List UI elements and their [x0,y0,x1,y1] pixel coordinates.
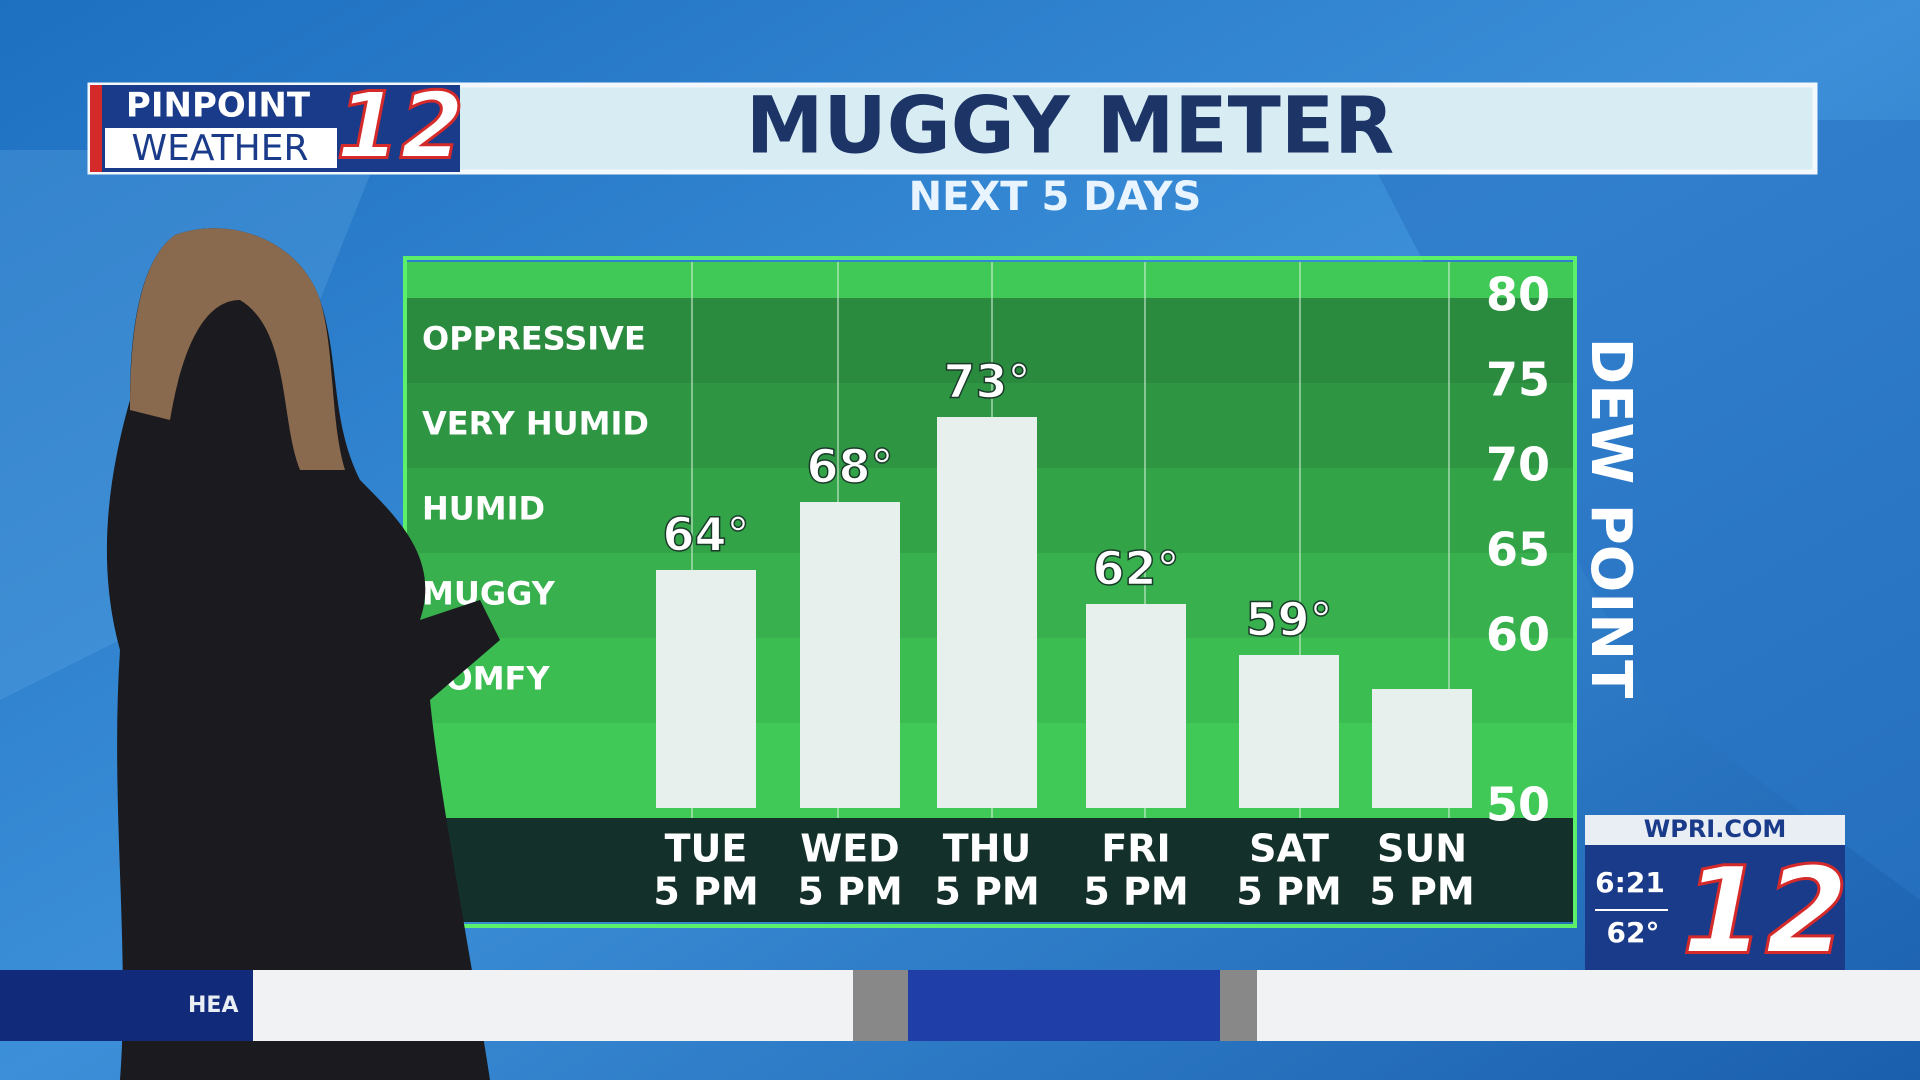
station-temperature: 62° [1607,916,1660,949]
x-tick-label: THU [943,827,1032,871]
x-tick-sublabel: 5 PM [797,870,902,914]
bar [800,502,900,808]
brand-bottom: WEATHER [132,128,309,169]
zone-label: OPPRESSIVE [422,320,646,358]
brand-plate [105,128,337,168]
y-axis-label: DEW POINT [1578,338,1643,699]
value-label: 68° [806,440,893,494]
x-tick-sublabel: 5 PM [1083,870,1188,914]
value-label: 62° [1092,542,1179,596]
x-tick-label: WED [800,827,899,871]
x-tick-label: SAT [1249,827,1329,871]
y-tick-label: 65 [1486,523,1550,577]
ticker-divider [853,970,908,1041]
ticker-divider [1220,970,1257,1041]
brand-number: 12 [336,72,464,179]
bar [1239,655,1339,808]
ticker-text: HEA [188,993,238,1018]
value-label: 64° [662,508,749,562]
chart-subtitle: NEXT 5 DAYS [909,174,1202,220]
station-site: WPRI.COM [1644,815,1787,843]
presenter-hair [130,228,345,470]
zone-label: VERY HUMID [422,405,649,443]
y-tick-label: 80 [1486,268,1550,322]
y-tick-label: 60 [1486,608,1550,662]
y-tick-label: 70 [1486,438,1550,492]
bar [937,417,1037,808]
zone-label: HUMID [422,490,545,528]
zone-band [405,298,1575,383]
station-site-bar [1585,815,1845,845]
x-tick-label: SUN [1377,827,1467,871]
brand-top: PINPOINT [126,86,311,126]
category-band [405,818,1575,922]
x-tick-sublabel: 5 PM [653,870,758,914]
bar [1086,604,1186,808]
value-label: 73° [943,355,1030,409]
ticker-label-box [0,970,253,1041]
station-number: 12 [1682,843,1849,982]
value-label: 59° [1245,593,1332,647]
x-tick-label: FRI [1101,827,1170,871]
y-tick-label: 75 [1486,353,1550,407]
logo-stripe [90,85,102,172]
x-tick-label: TUE [665,827,748,871]
x-tick-sublabel: 5 PM [1369,870,1474,914]
y-tick-label: 50 [1486,778,1550,832]
bar [1372,689,1472,808]
x-tick-sublabel: 5 PM [1236,870,1341,914]
bar [656,570,756,808]
x-tick-sublabel: 5 PM [934,870,1039,914]
ticker-segment [908,970,1220,1041]
presenter [106,228,500,1080]
zone-label: MUGGY [422,575,556,613]
chart-title: MUGGY METER [746,81,1394,171]
station-time: 6:21 [1595,866,1665,899]
